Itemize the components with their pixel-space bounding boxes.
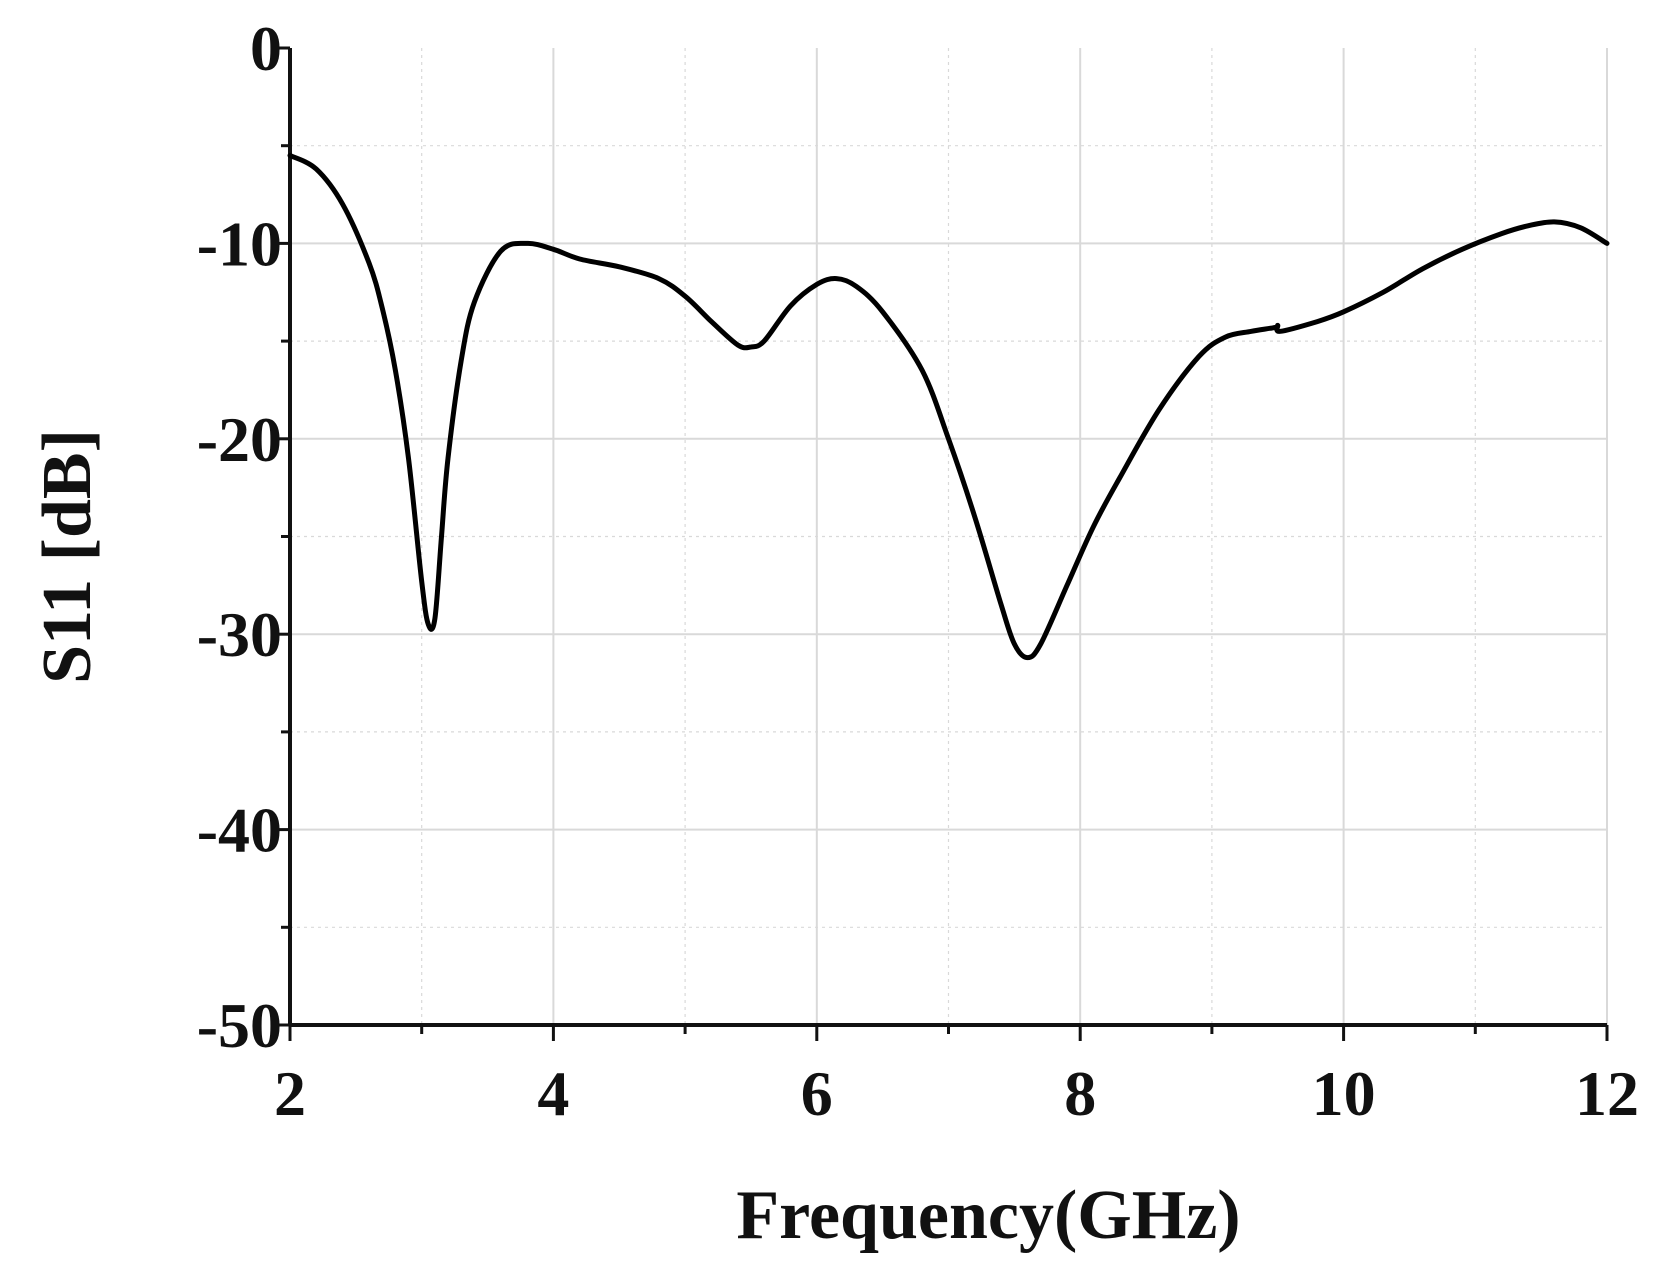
x-tick-label: 12 bbox=[1575, 1058, 1639, 1129]
y-tick-label: -40 bbox=[197, 795, 282, 866]
x-tick-label: 4 bbox=[537, 1058, 569, 1129]
series-layer bbox=[287, 153, 1610, 661]
x-axis-title: Frequency(GHz) bbox=[736, 1177, 1240, 1254]
x-tick-label: 10 bbox=[1312, 1058, 1376, 1129]
y-tick-label: -30 bbox=[197, 599, 282, 670]
x-tick-label: 8 bbox=[1064, 1058, 1096, 1129]
x-tick-label: 6 bbox=[801, 1058, 833, 1129]
tick-labels: 2 4 6 8 10 12 0 -10 -20 -30 -40 -50 bbox=[197, 13, 1639, 1129]
y-tick-label: -50 bbox=[197, 990, 282, 1061]
x-tick-label: 2 bbox=[274, 1058, 306, 1129]
y-axis-title: S11 [dB] bbox=[29, 429, 106, 684]
grid-lines bbox=[290, 48, 1608, 1026]
y-tick-label: 0 bbox=[250, 13, 282, 84]
series-line-s11 bbox=[287, 153, 1610, 661]
y-tick-label: -20 bbox=[197, 404, 282, 475]
axis-ticks bbox=[274, 46, 1609, 1041]
y-tick-label: -10 bbox=[197, 208, 282, 279]
